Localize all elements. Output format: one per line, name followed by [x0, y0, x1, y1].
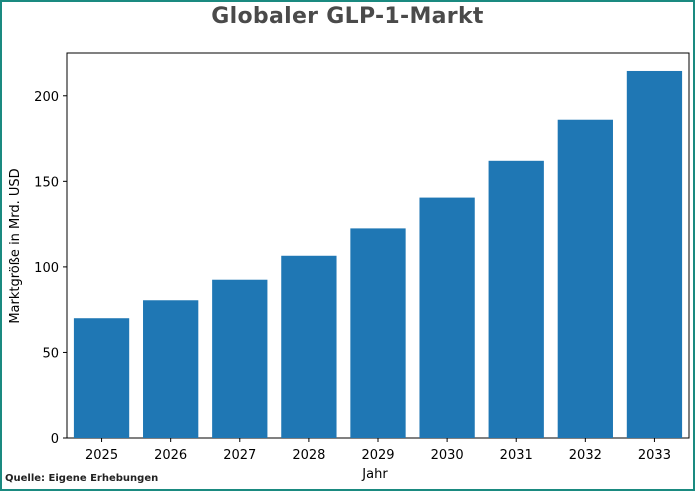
bar-2031: [488, 160, 544, 439]
bar-2026: [143, 300, 199, 438]
source-note: Quelle: Eigene Erhebungen: [5, 473, 159, 484]
y-tick-label: 100: [34, 261, 59, 276]
y-tick-label: 50: [42, 346, 59, 361]
bar-2032: [557, 119, 613, 438]
x-tick-label: 2028: [292, 448, 325, 463]
bar-2030: [419, 197, 475, 438]
tick-labels: 2025 2026 2027 2028 2029 2030 2031 2032 2033 0 50 1…: [34, 90, 671, 463]
y-tick-label: 200: [34, 90, 59, 105]
x-tick-label: 2027: [223, 448, 256, 463]
x-tick-label: 2032: [569, 448, 602, 463]
x-tick-label: 2030: [431, 448, 464, 463]
bar-2027: [212, 279, 268, 438]
x-axis-label: Jahr: [361, 467, 388, 482]
x-tick-label: 2031: [500, 448, 533, 463]
bar-2028: [281, 255, 337, 438]
y-axis-label: Marktgröße in Mrd. USD: [8, 168, 23, 323]
x-tick-label: 2033: [638, 448, 671, 463]
x-tick-label: 2025: [85, 448, 118, 463]
x-tick-label: 2026: [154, 448, 187, 463]
x-tick-label: 2029: [361, 448, 394, 463]
chart-title: Globaler GLP-1-Markt: [211, 4, 484, 29]
y-tick-label: 150: [34, 175, 59, 190]
y-tick-label: 0: [51, 432, 59, 447]
bar-2029: [350, 228, 406, 438]
bars: [73, 70, 683, 439]
bar-2033: [626, 70, 683, 438]
bar-2025: [73, 318, 130, 438]
